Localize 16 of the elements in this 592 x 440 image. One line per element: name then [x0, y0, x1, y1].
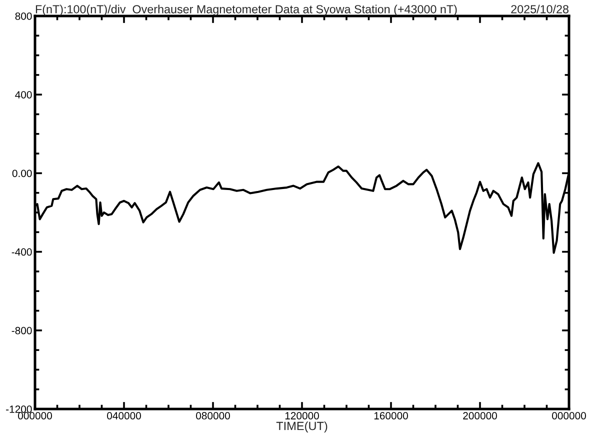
y-tick-label: 0.00 — [12, 170, 32, 178]
x-tick-label: 200000 — [463, 412, 497, 420]
y-tick-label: 400 — [15, 91, 32, 98]
chart-title: F(nT):100(nT)/div Overhauser Magnetometer Data at Syowa Station (+43000 nT) — [36, 4, 457, 16]
y-tick-label: -800 — [12, 326, 32, 334]
y-tick-label: 800 — [15, 12, 32, 20]
y-tick-label: -400 — [12, 248, 32, 256]
x-tick-label: 080000 — [196, 412, 230, 420]
x-tick-label: 000000 — [18, 412, 52, 420]
x-axis-title: TIME(UT) — [276, 421, 328, 432]
x-tick-label: 160000 — [374, 412, 408, 420]
y-tick-label: -1200 — [6, 406, 32, 413]
chart-subtitle: 2025/10/28 — [511, 4, 568, 14]
x-tick-label: 040000 — [107, 412, 141, 420]
x-tick-label: 000000 — [552, 412, 586, 420]
x-tick-label: 120000 — [285, 412, 319, 420]
